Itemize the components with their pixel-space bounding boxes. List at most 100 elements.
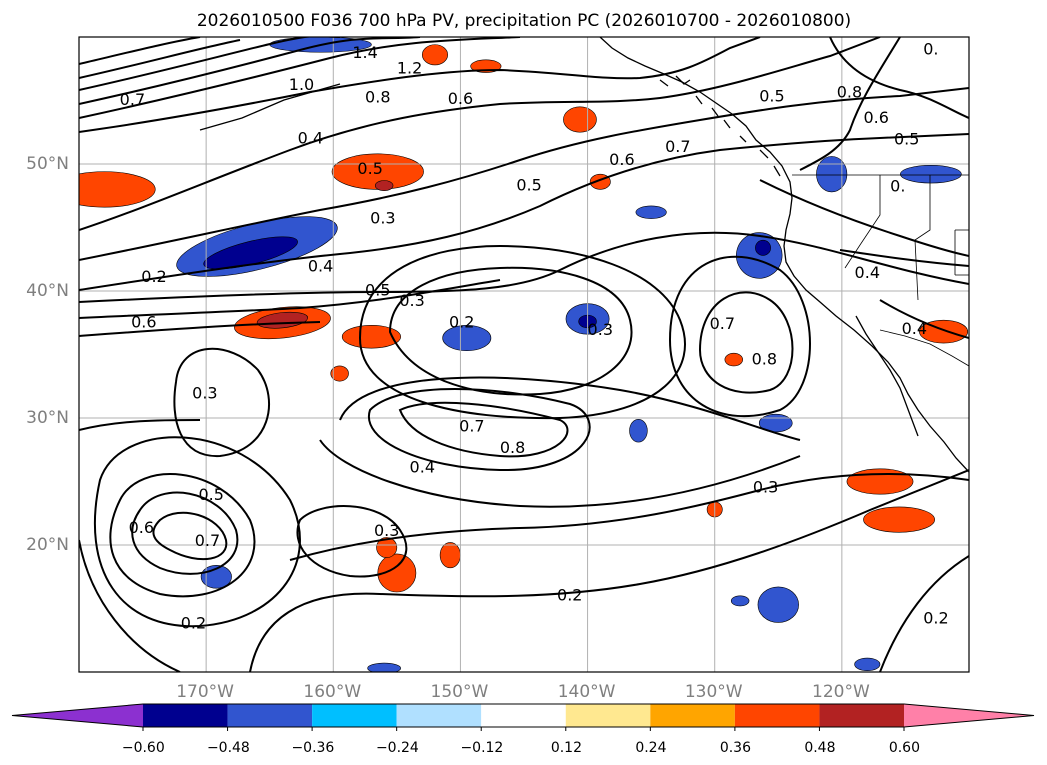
pv-contour [79, 133, 969, 291]
coastline-islands [659, 75, 781, 177]
lon-tick-label: 140°W [558, 682, 616, 702]
colorbar-extend-high [904, 704, 1034, 727]
precip-anomaly-patch [724, 352, 743, 367]
pv-contour-label: 0.3 [399, 291, 424, 310]
lat-tick-label: 50°N [26, 154, 69, 174]
colorbar-swatch [819, 704, 904, 727]
lon-tick-label: 150°W [431, 682, 489, 702]
pv-contour-label: 0.4 [308, 257, 333, 276]
pv-contour [339, 376, 801, 441]
pv-contour-label: 0.5 [759, 86, 784, 105]
colorbar [11, 703, 1035, 731]
pv-contour-label: 0.5 [516, 175, 541, 194]
pv-contour [79, 279, 501, 319]
pv-contour [367, 388, 591, 472]
pv-contour [249, 469, 969, 672]
pv-contour-label: 1.2 [397, 58, 422, 77]
colorbar-tick-label: 0.24 [635, 740, 666, 756]
colorbar-tick-label: −0.24 [376, 740, 419, 756]
pv-contour [879, 555, 969, 672]
pv-contour [109, 473, 256, 598]
pv-contour [79, 39, 241, 79]
precip-anomaly-patch [757, 586, 799, 623]
lon-tick-label: 120°W [812, 682, 870, 702]
longitude-tick-labels: 170°W 160°W 150°W 140°W 130°W 120°W [176, 682, 870, 702]
pv-contour [289, 473, 969, 561]
precip-anomaly-patch [442, 324, 492, 351]
pv-contour [79, 37, 521, 119]
precip-anomaly-patch [900, 164, 962, 184]
colorbar-swatch [565, 704, 651, 727]
pv-contour-label: 0.5 [365, 281, 390, 300]
pv-contour-label: 0.2 [181, 613, 206, 632]
pv-contour-label: 0.5 [894, 130, 919, 149]
pv-contour-label: 0.2 [141, 267, 166, 286]
pv-contour-label: 0.7 [710, 314, 735, 333]
pv-contour [839, 249, 969, 267]
colorbar-tick-label: 0.48 [804, 740, 835, 756]
pv-contour [79, 419, 201, 431]
colorbar-swatch [650, 704, 735, 727]
pv-contour-label: 0.2 [923, 608, 948, 627]
pv-contour-label: 0.3 [753, 478, 778, 497]
coastline-north-america [599, 37, 969, 473]
pv-contour-label: 0.6 [609, 150, 634, 169]
map-title: 2026010500 F036 700 hPa PV, precipitatio… [197, 11, 851, 31]
pv-contour-label: 0.3 [370, 208, 395, 227]
map-background [79, 37, 969, 672]
lat-tick-label: 20°N [26, 535, 69, 555]
colorbar-extend-low [12, 704, 143, 727]
pv-contours [79, 37, 969, 672]
precip-anomaly-patch [79, 171, 156, 208]
pv-contour [358, 244, 686, 420]
precip-anomaly-patch [563, 106, 597, 133]
latitude-tick-labels: 20°N 30°N 40°N 50°N [26, 154, 69, 555]
colorbar-swatch [481, 704, 566, 727]
lon-tick-label: 170°W [176, 682, 234, 702]
pv-contour [79, 231, 969, 303]
colorbar-tick-label: −0.60 [122, 740, 165, 756]
lon-tick-label: 160°W [303, 682, 361, 702]
coastline-baja [855, 315, 919, 437]
precip-anomaly-patch [854, 657, 881, 672]
pv-contour-label: 0.4 [902, 319, 927, 338]
coastline-layer [199, 37, 969, 473]
pv-contour-label: 0.6 [129, 518, 154, 537]
pv-contour-label: 0.2 [557, 586, 582, 605]
pv-contour-label: 0. [890, 177, 905, 196]
pv-contour [93, 436, 301, 628]
pv-contour-label: 0.8 [752, 349, 777, 368]
colorbar-tick-label: −0.12 [460, 740, 503, 756]
lon-tick-label: 130°W [685, 682, 743, 702]
pv-contour-label: 1.0 [289, 75, 314, 94]
pv-contour [759, 179, 969, 257]
pv-contour-label: 0.6 [863, 108, 888, 127]
precip-anomaly-patch [863, 506, 935, 533]
pv-contour-label: 0.4 [410, 457, 435, 476]
colorbar-swatch [312, 704, 397, 727]
precip-anomaly-patch [755, 239, 771, 256]
pv-contour [79, 37, 761, 133]
precipitation-layer [79, 37, 969, 672]
lat-tick-label: 30°N [26, 408, 69, 428]
pv-contour [152, 511, 228, 561]
pv-contour-label: 0.3 [192, 384, 217, 403]
precip-anomaly-patch [816, 156, 848, 193]
pv-contour-label: 0. [923, 39, 938, 58]
pv-contour-label: 0.7 [195, 531, 220, 550]
border-us-mexico [879, 329, 969, 367]
pv-contour-label: 1.4 [352, 43, 377, 62]
pv-contour [829, 37, 969, 119]
colorbar-tick-label: −0.48 [207, 740, 250, 756]
colorbar-tick-label: 0.36 [720, 740, 751, 756]
pv-contour-labels: 1.4 1.2 1.0 0.8 0.6 0.7 0.4 0.5 0.6 0.7 0.5 0.8 0.6 0… [120, 39, 949, 632]
pv-contour-label: 0.8 [365, 88, 390, 107]
pv-contour [79, 321, 321, 337]
precip-anomaly-patch [376, 537, 398, 559]
pv-contour [79, 37, 201, 65]
pv-contour-label: 0.3 [588, 320, 613, 339]
border-states [844, 175, 969, 301]
precip-anomaly-patch [421, 44, 449, 66]
pv-contour [79, 37, 881, 231]
